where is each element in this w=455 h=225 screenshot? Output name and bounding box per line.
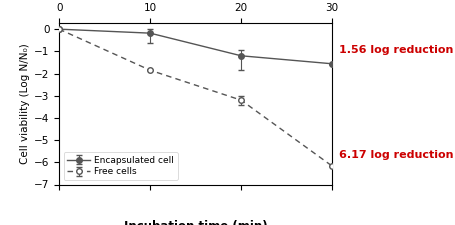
Legend: Encapsulated cell, Free cells: Encapsulated cell, Free cells — [64, 152, 178, 180]
Text: 1.56 log reduction: 1.56 log reduction — [339, 45, 453, 55]
Text: 6.17 log reduction: 6.17 log reduction — [339, 150, 454, 160]
Y-axis label: Cell viability (Log N/N₀): Cell viability (Log N/N₀) — [20, 43, 30, 164]
Text: Incubation time (min): Incubation time (min) — [124, 220, 268, 225]
